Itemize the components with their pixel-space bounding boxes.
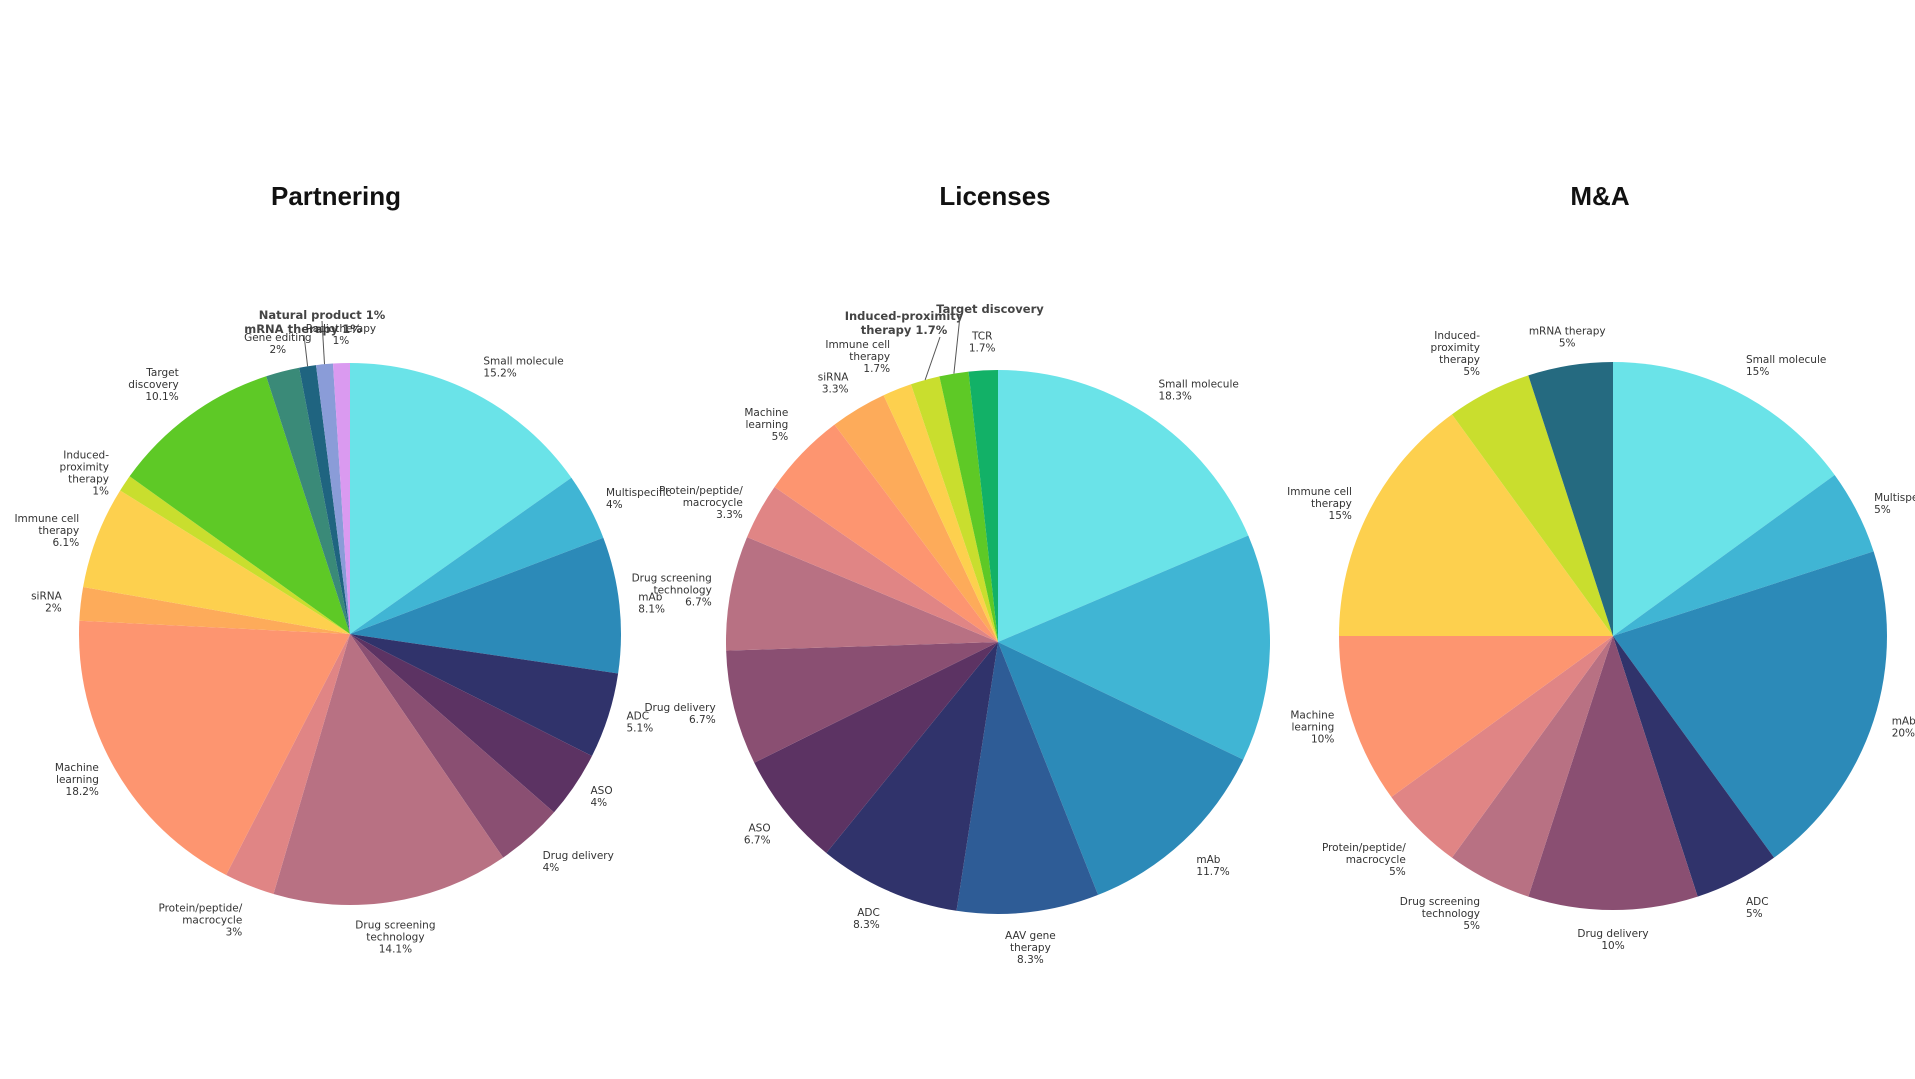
ma-slice-label: Immune cell therapy 15% [1287, 486, 1352, 522]
partnering-slice [316, 363, 350, 634]
licenses-slice [774, 424, 998, 642]
partnering-slice [129, 376, 350, 634]
partnering-slice-label: ASO 4% [591, 785, 613, 809]
ma-slice [1528, 636, 1698, 911]
partnering-slice-label: Multispecific 4% [606, 487, 672, 511]
licenses-slice [910, 376, 998, 642]
partnering-slice-label: Radiotherapy 1% [306, 323, 376, 347]
partnering-slice [120, 476, 350, 634]
partnering-slice-label: Target discovery 10.1% [128, 367, 178, 403]
partnering-slice [350, 537, 622, 674]
licenses-slice-label: Immune cell therapy 1.7% [825, 339, 890, 375]
partnering-slice-label: mAb 8.1% [638, 592, 665, 616]
licenses-slice [834, 395, 998, 642]
partnering-slice-label: Small molecule 15.2% [483, 356, 563, 380]
licenses-slice-label: Target discovery [936, 302, 1044, 316]
ma-slice-label: Small molecule 15% [1746, 354, 1826, 378]
licenses-slice-label: Small molecule 18.3% [1159, 378, 1239, 402]
partnering-pie: Small molecule 15.2% Multispecific 4% mAb 8.1… [14, 308, 671, 955]
partnering-slice [83, 490, 351, 634]
ma-slice [1613, 551, 1887, 858]
ma-slice-label: Machine learning 10% [1290, 710, 1334, 746]
ma-slice-label: mAb 20% [1892, 716, 1915, 740]
partnering-slice-label: Drug screening technology 14.1% [355, 919, 435, 955]
licenses-slice [998, 642, 1244, 895]
licenses-slice-label: Machine learning 5% [744, 407, 788, 443]
licenses-slice-label: Drug delivery 6.7% [644, 702, 715, 726]
licenses-slice [956, 642, 1099, 914]
partnering-slice-label: Protein/peptide/macrocycle 3% [158, 902, 242, 938]
ma-slice [1613, 474, 1874, 636]
licenses-slice-label: siRNA 3.3% [818, 371, 850, 395]
ma-slice-label: Multispecific5% [1874, 492, 1915, 516]
licenses-slice [726, 642, 998, 763]
licenses-callout-line [953, 315, 961, 374]
licenses-slice [968, 370, 998, 642]
partnering-slice [273, 634, 504, 906]
ma-slice [1613, 636, 1775, 897]
partnering-slice [226, 634, 350, 894]
ma-chart-title: M&A [1570, 181, 1629, 211]
licenses-pie: Small molecule 18.3% mAb 11.7% AAV gene thera… [632, 302, 1271, 966]
licenses-slice [883, 384, 998, 642]
ma-slice-label: ADC 5% [1746, 896, 1769, 920]
partnering-slice [350, 634, 619, 757]
partnering-slice [79, 586, 350, 634]
partnering-slice [266, 367, 350, 634]
partnering-slice-label: Immune cell therapy 6.1% [14, 513, 79, 549]
licenses-callout-line [924, 336, 941, 381]
partnering-slice [78, 620, 350, 876]
partnering-slice-label: Gene editing 2% [244, 332, 311, 356]
licenses-slice-label: Drug screening technology 6.7% [632, 572, 712, 608]
partnering-callout-line [321, 320, 325, 365]
ma-slice [1613, 362, 1835, 636]
partnering-slice-label: Machine learning 18.2% [55, 762, 99, 798]
partnering-slice [350, 477, 604, 634]
ma-slice [1391, 636, 1613, 858]
ma-slice-label: mRNA therapy 5% [1529, 326, 1606, 350]
licenses-slice [726, 537, 998, 651]
ma-slice-label: Drug delivery 10% [1577, 928, 1648, 952]
partnering-slice [350, 363, 572, 634]
ma-slice [1339, 414, 1613, 636]
licenses-slice-label: TCR 1.7% [969, 330, 996, 354]
licenses-slice-label: mAb 11.7% [1196, 854, 1229, 878]
partnering-slice-label: Induced-proximity therapy 1% [60, 450, 110, 498]
licenses-slice [998, 535, 1271, 760]
licenses-slice [939, 371, 998, 642]
licenses-slice [998, 370, 1249, 642]
ma-slice-label: Drug screening technology 5% [1400, 896, 1480, 932]
ma-slice-label: Induced-proximity therapy 5% [1431, 330, 1481, 378]
ma-slice [1451, 375, 1613, 636]
ma-slice [1451, 636, 1613, 897]
licenses-slice [747, 486, 998, 642]
partnering-slice-label: mRNA therapy 1% [244, 322, 362, 336]
partnering-slice-label: Natural product 1% [259, 308, 386, 322]
partnering-slice-label: ADC 5.1% [627, 711, 654, 735]
licenses-slice [826, 642, 998, 911]
licenses-slice-label: ADC 8.3% [853, 907, 880, 931]
licenses-chart-title: Licenses [939, 181, 1050, 211]
partnering-slice-label: Drug delivery 4% [543, 850, 614, 874]
partnering-slice [350, 634, 554, 858]
partnering-callout-line [303, 334, 309, 367]
licenses-slice-label: Protein/peptide/macrocycle 3.3% [659, 485, 743, 521]
licenses-slice-label: AAV gene therapy 8.3% [1005, 930, 1056, 966]
partnering-slice [332, 363, 350, 634]
partnering-slice-label: siRNA 2% [31, 591, 63, 615]
ma-slice [1528, 362, 1613, 636]
ma-slice [1339, 636, 1613, 798]
partnering-chart-title: Partnering [271, 181, 401, 211]
ma-slice-label: Protein/peptide/macrocycle 5% [1322, 842, 1406, 878]
partnering-slice [350, 634, 592, 813]
partnering-slice [299, 365, 350, 634]
licenses-slice [754, 642, 998, 853]
licenses-slice-label: Induced-proximity therapy 1.7% [845, 309, 964, 337]
licenses-slice-label: ASO 6.7% [744, 823, 771, 847]
